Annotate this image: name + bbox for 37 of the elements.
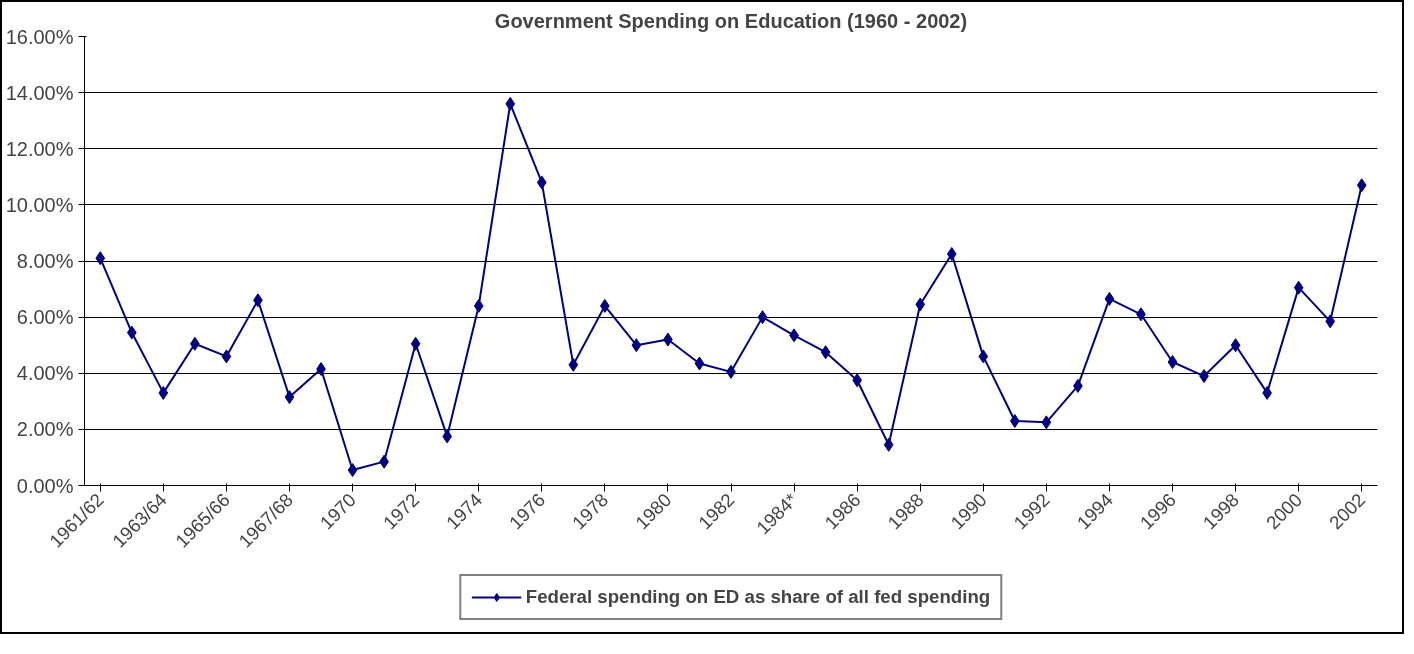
point [1293,280,1304,295]
point [1041,415,1052,430]
y-tick-label: 10.00% [5,193,74,216]
point [1104,291,1115,306]
y-tick-label: 12.00% [5,137,74,160]
point [505,96,516,111]
y-tick-label: 0.00% [16,474,74,497]
point [1167,355,1178,370]
point [1325,314,1336,329]
point [883,437,894,452]
point [536,175,547,190]
point [126,325,137,340]
point [410,336,421,351]
point [568,357,579,372]
point [631,338,642,353]
point [915,297,926,312]
point [473,298,484,313]
point [1356,178,1367,193]
y-tick-label: 2.00% [16,418,74,441]
point [1230,338,1241,353]
point [978,349,989,364]
point [221,349,232,364]
y-tick-label: 6.00% [16,306,74,329]
point [95,251,106,266]
point [820,345,831,360]
y-tick-label: 8.00% [16,250,74,272]
chart-title: Government Spending on Education (1960 - 2002) [494,9,968,32]
y-tick-label: 4.00% [16,362,74,385]
y-tick-label: 14.00% [5,81,74,104]
point [757,310,768,325]
legend-label: Federal spending on ED as share of all fed spending [525,586,991,608]
y-tick-label: 16.00% [5,25,74,48]
point [158,385,169,400]
point [284,390,295,405]
point [347,463,358,478]
point [946,246,957,261]
point [694,356,705,371]
